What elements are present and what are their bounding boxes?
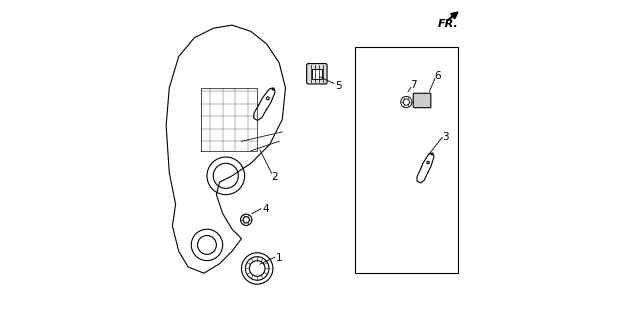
- Text: FR.: FR.: [438, 19, 458, 29]
- Text: 7: 7: [410, 80, 417, 90]
- Text: 3: 3: [442, 132, 448, 142]
- Bar: [355, 47, 458, 273]
- Text: 1: 1: [276, 253, 282, 263]
- Text: 2: 2: [271, 172, 278, 182]
- FancyBboxPatch shape: [413, 93, 431, 108]
- Bar: [312, 69, 321, 78]
- FancyBboxPatch shape: [307, 63, 327, 84]
- Text: 6: 6: [435, 71, 441, 81]
- Text: 4: 4: [262, 204, 269, 214]
- Text: 5: 5: [335, 81, 342, 91]
